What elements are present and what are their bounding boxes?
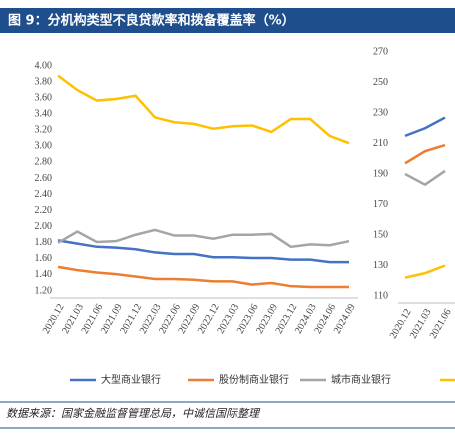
y-tick-label: 2.60 xyxy=(35,173,53,184)
y-tick-label: 130 xyxy=(373,260,388,271)
y-tick-label: 2.00 xyxy=(35,221,53,232)
legend-label: 股份制商业银行 xyxy=(219,373,289,386)
y-tick-label: 270 xyxy=(373,46,388,57)
y-tick-label: 3.40 xyxy=(35,109,53,120)
y-tick-label: 190 xyxy=(373,168,388,179)
y-tick-label: 1.80 xyxy=(35,237,53,248)
y-tick-label: 3.20 xyxy=(35,125,53,136)
y-tick-label: 1.60 xyxy=(35,253,53,264)
y-tick-label: 1.20 xyxy=(35,285,53,296)
y-tick-label: 110 xyxy=(373,290,388,301)
y-tick-label: 150 xyxy=(373,229,388,240)
y-tick-label: 170 xyxy=(373,199,388,210)
y-tick-label: 3.80 xyxy=(35,76,53,87)
legend-label: 城市商业银行 xyxy=(331,373,391,386)
y-tick-label: 4.00 xyxy=(35,60,53,71)
legend-label: 大型商业银行 xyxy=(101,373,161,386)
y-tick-label: 2.20 xyxy=(35,205,53,216)
series-line xyxy=(57,265,349,289)
series-line xyxy=(404,143,446,165)
header-bar xyxy=(0,8,455,33)
series-line xyxy=(57,239,349,264)
y-tick-label: 2.80 xyxy=(35,157,53,168)
y-tick-label: 3.60 xyxy=(35,92,53,103)
y-tick-label: 2.40 xyxy=(35,189,53,200)
source: 数据来源：国家金融监督管理总局，中诚信国际整理 xyxy=(6,407,261,420)
y-tick-label: 250 xyxy=(373,77,388,88)
header-title: 图 9：分机构类型不良贷款率和拨备覆盖率（%） xyxy=(8,13,295,29)
series-line xyxy=(404,116,446,138)
y-tick-label: 3.00 xyxy=(35,141,53,152)
y-tick-label: 1.40 xyxy=(35,269,53,280)
series-line xyxy=(57,74,350,145)
series-line xyxy=(404,169,446,187)
series-line xyxy=(404,264,446,279)
y-tick-label: 230 xyxy=(373,107,388,118)
y-tick-label: 210 xyxy=(373,138,388,149)
series-line xyxy=(57,228,350,249)
